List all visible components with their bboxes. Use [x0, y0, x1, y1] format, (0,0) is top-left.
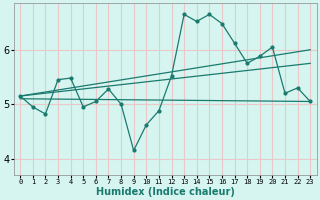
X-axis label: Humidex (Indice chaleur): Humidex (Indice chaleur) — [96, 187, 235, 197]
